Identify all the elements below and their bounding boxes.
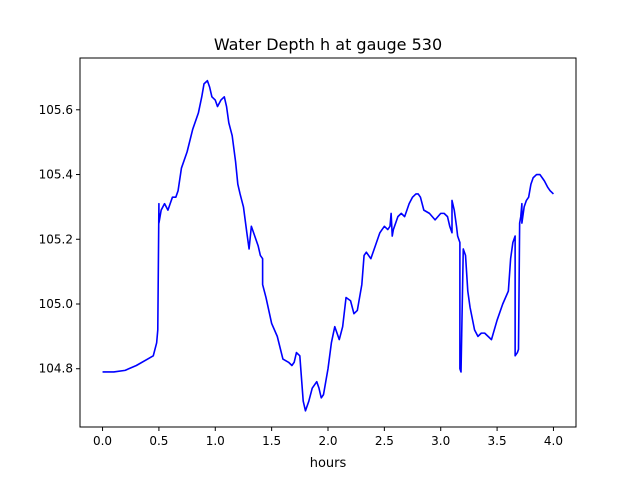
y-tick-label: 105.2 <box>39 232 73 246</box>
x-axis-label: hours <box>310 456 347 471</box>
y-tick-label: 105.6 <box>39 103 73 117</box>
chart-title: Water Depth h at gauge 530 <box>214 35 442 54</box>
plot-area <box>102 79 555 412</box>
x-tick-label: 0.0 <box>93 434 112 448</box>
x-tick-label: 2.5 <box>375 434 394 448</box>
y-tick-label: 104.8 <box>39 362 73 376</box>
x-tick-label: 2.0 <box>318 434 337 448</box>
x-tick-label: 1.5 <box>262 434 281 448</box>
x-tick-label: 0.5 <box>149 434 168 448</box>
y-tick-label: 105.0 <box>39 297 73 311</box>
x-tick-label: 4.0 <box>544 434 563 448</box>
y-tick-label: 105.4 <box>39 168 73 182</box>
series-line-0 <box>102 79 555 412</box>
axes: 0.0 0.5 1.0 1.5 2.0 2.5 3.0 3.5 4.0 104.8 105.0 105… <box>39 57 577 448</box>
x-tick-label: 3.0 <box>431 434 450 448</box>
x-tick-label: 3.5 <box>488 434 507 448</box>
x-tick-label: 1.0 <box>206 434 225 448</box>
